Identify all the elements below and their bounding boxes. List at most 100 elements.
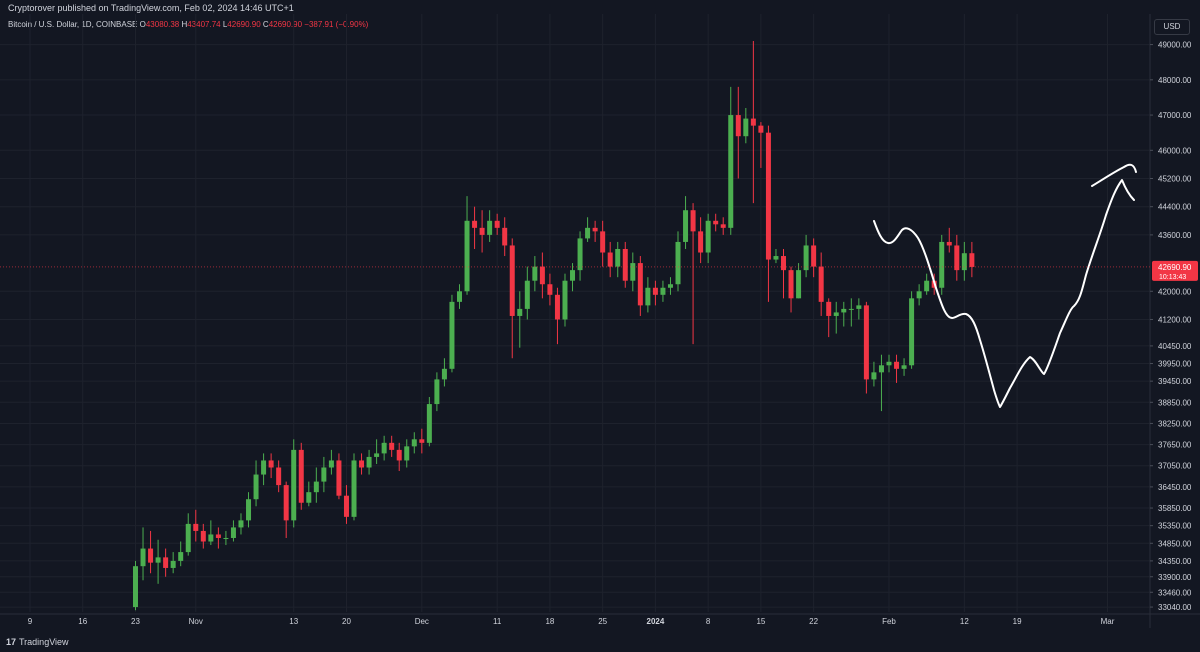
change-value: −387.91 (−0.90%)	[304, 20, 369, 29]
time-tick-label: 20	[342, 617, 351, 626]
candle	[547, 273, 553, 306]
candle	[946, 227, 952, 253]
candle-body	[848, 308, 854, 310]
candle	[253, 460, 259, 507]
candle	[622, 241, 628, 288]
candle-body	[570, 270, 576, 281]
candle	[200, 523, 206, 549]
candle-body	[909, 298, 915, 366]
candle	[140, 527, 146, 581]
candle-body	[615, 248, 621, 267]
candle	[607, 241, 613, 278]
candle	[592, 220, 598, 242]
candle	[690, 203, 696, 345]
candle-body	[502, 227, 508, 246]
candle-body	[607, 252, 613, 267]
candle	[841, 301, 847, 327]
candle-body	[336, 460, 342, 496]
candle	[803, 234, 809, 278]
candle	[472, 206, 478, 249]
candle-body	[464, 220, 470, 292]
candle	[230, 520, 236, 542]
bar-countdown: 10:13:43	[1159, 274, 1186, 281]
candle-body	[735, 115, 741, 137]
candle	[336, 453, 342, 500]
candle	[916, 284, 922, 306]
candle-body	[577, 238, 583, 271]
time-tick-label: 2024	[647, 617, 665, 626]
candle	[675, 231, 681, 292]
candle	[750, 41, 756, 204]
candle-body	[841, 308, 847, 313]
tradingview-logo: 17	[6, 637, 17, 647]
candle-body	[509, 245, 515, 316]
candle	[728, 86, 734, 235]
tradingview-brand: 17 TradingView	[6, 637, 69, 647]
candle-body	[713, 220, 719, 225]
candle-body	[389, 442, 395, 450]
candle-body	[456, 291, 462, 302]
time-tick-label: 15	[756, 617, 765, 626]
price-axis: 49000.00 48000.00 47000.00 46000.00 45200.00…	[1149, 14, 1192, 628]
candle	[781, 248, 786, 299]
candle-body	[961, 253, 967, 271]
candle-body	[750, 118, 756, 126]
candle	[539, 252, 545, 299]
candle-body	[600, 231, 606, 253]
candle-body	[396, 449, 402, 461]
symbol-label: Bitcoin / U.S. Dollar, 1D, COINBASE	[8, 20, 138, 29]
candle	[426, 397, 432, 447]
candle	[132, 560, 138, 611]
candle	[743, 108, 749, 144]
candle	[502, 217, 508, 257]
candles-layer	[132, 41, 975, 611]
time-tick-label: 11	[493, 617, 502, 626]
candle	[811, 238, 817, 278]
candle-body	[487, 220, 493, 235]
price-tick-label: 47000.00	[1158, 111, 1192, 120]
time-tick-label: 25	[598, 617, 607, 626]
candle-body	[637, 263, 643, 306]
time-tick-label: 18	[545, 617, 554, 626]
candle	[366, 449, 372, 475]
price-tick-label: 33040.00	[1158, 603, 1192, 612]
candle	[351, 453, 357, 521]
candle-body	[758, 125, 764, 133]
candle	[773, 248, 779, 264]
brand-text: TradingView	[19, 637, 69, 647]
price-tick-label: 45200.00	[1158, 175, 1192, 184]
price-tick-label: 41200.00	[1158, 315, 1192, 324]
candle	[517, 291, 523, 348]
candle	[878, 354, 884, 412]
candle-body	[479, 227, 485, 235]
candle	[570, 263, 576, 292]
last-price-value: 42690.90	[1158, 263, 1192, 272]
candle	[886, 354, 892, 373]
candle	[276, 460, 282, 493]
candle-body	[916, 291, 922, 299]
candle-body	[163, 557, 169, 568]
price-tick-label: 48000.00	[1158, 76, 1192, 85]
time-tick-label: Feb	[882, 617, 896, 626]
time-tick-label: 9	[28, 617, 33, 626]
currency-button[interactable]: USD	[1154, 19, 1190, 35]
candle	[389, 435, 395, 457]
candle-body	[901, 365, 907, 369]
candle	[291, 439, 297, 528]
candle-body	[472, 220, 478, 228]
candle-body	[178, 552, 184, 561]
time-tick-label: 19	[1013, 617, 1022, 626]
candle	[788, 266, 794, 313]
price-tick-label: 35350.00	[1158, 522, 1192, 531]
price-tick-label: 44400.00	[1158, 203, 1192, 212]
candle	[456, 284, 462, 309]
candle-body	[743, 118, 749, 137]
price-tick-label: 36450.00	[1158, 483, 1192, 492]
candle	[667, 277, 673, 295]
candle	[215, 527, 221, 549]
candle	[630, 252, 636, 292]
price-tick-label: 38850.00	[1158, 398, 1192, 407]
candle-body	[645, 287, 651, 306]
candle-body	[863, 305, 869, 380]
